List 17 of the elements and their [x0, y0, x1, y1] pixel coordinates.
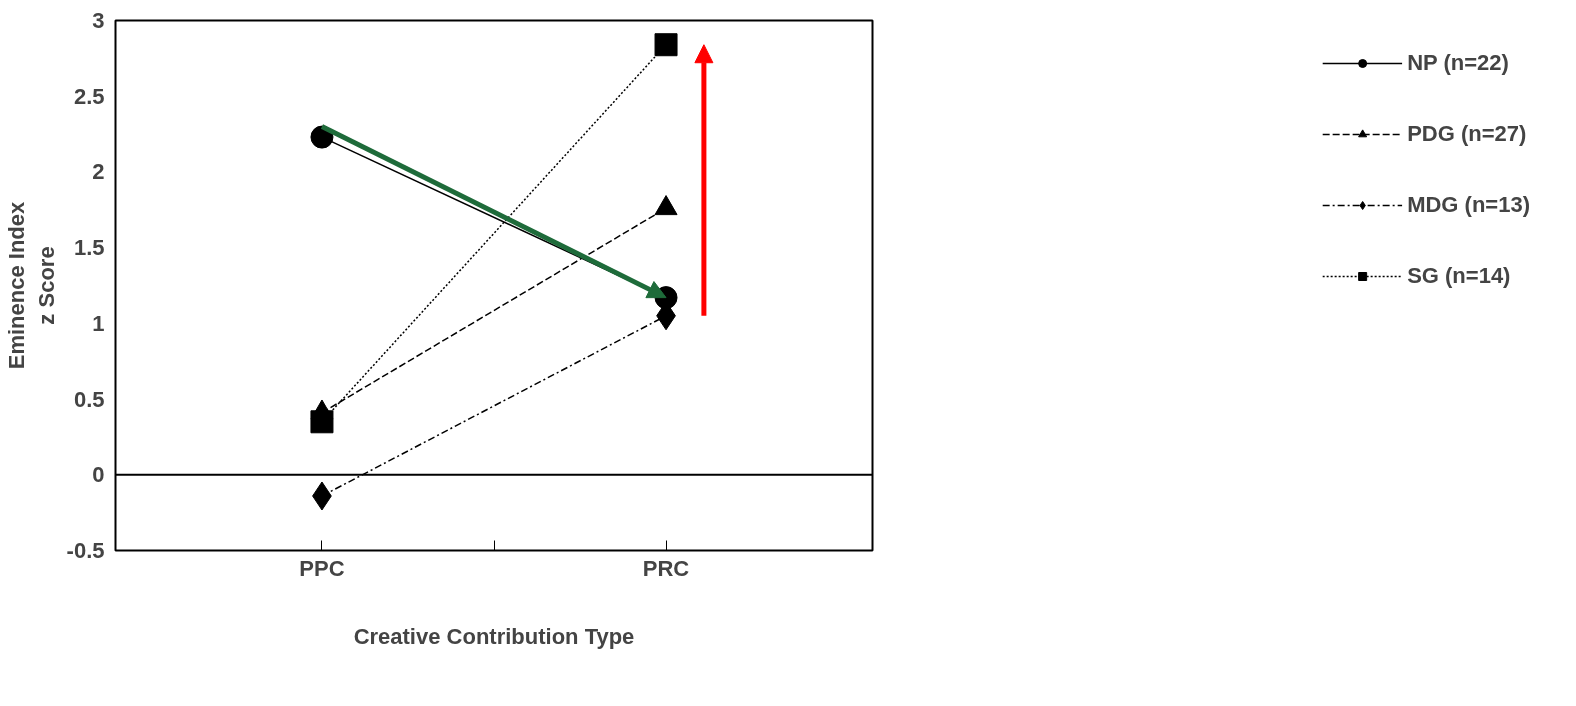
x-axis-title: Creative Contribution Type	[353, 623, 635, 649]
y-tick-label: -0.5	[66, 538, 105, 563]
y-tick-label: 2	[92, 159, 105, 185]
y-tick-label: 0.5	[73, 386, 105, 412]
legend-label: NP (n=22)	[1407, 50, 1509, 76]
legend-label: PDG (n=27)	[1407, 121, 1527, 147]
x-tick-label: PRC	[642, 555, 690, 581]
x-tick-label: PPC	[299, 555, 345, 581]
y-axis-title: Eminence Index z Score	[3, 200, 59, 370]
y-tick-label: 1	[92, 310, 105, 336]
legend-label: MDG (n=13)	[1407, 192, 1530, 218]
y-tick-label: 3	[92, 8, 105, 33]
point	[654, 33, 678, 57]
y-tick-label: 2.5	[73, 83, 105, 109]
legend-label: SG (n=14)	[1407, 263, 1511, 289]
y-tick-label: 0	[92, 462, 105, 488]
y-tick-label: 1.5	[73, 235, 105, 261]
